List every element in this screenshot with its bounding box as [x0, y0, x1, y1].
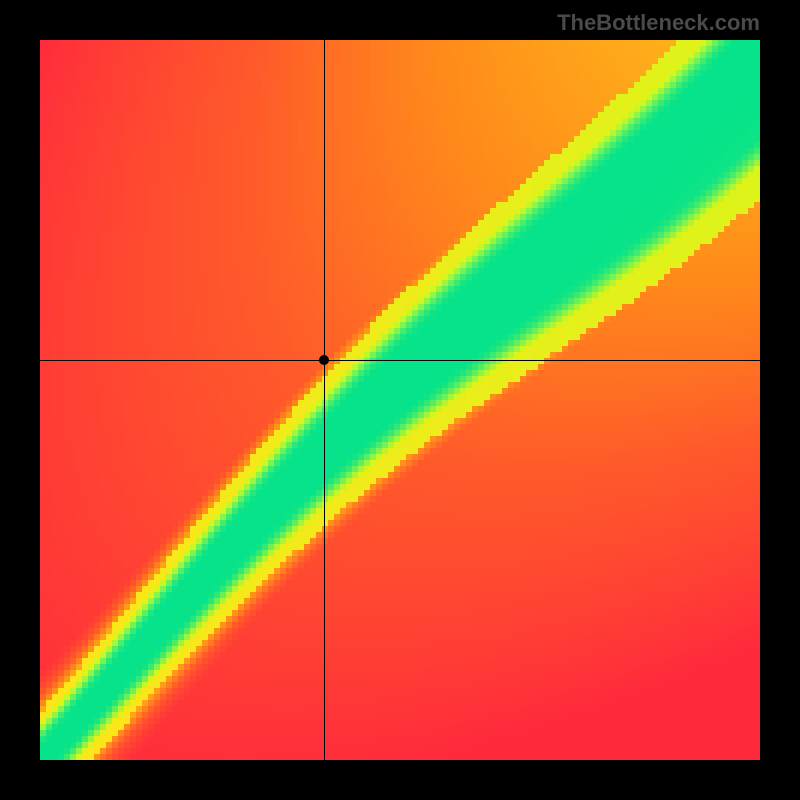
watermark-text: TheBottleneck.com	[557, 10, 760, 36]
heatmap-plot	[40, 40, 760, 760]
heatmap-canvas	[40, 40, 760, 760]
selection-marker	[319, 355, 329, 365]
crosshair-vertical	[324, 40, 325, 760]
crosshair-horizontal	[40, 360, 760, 361]
